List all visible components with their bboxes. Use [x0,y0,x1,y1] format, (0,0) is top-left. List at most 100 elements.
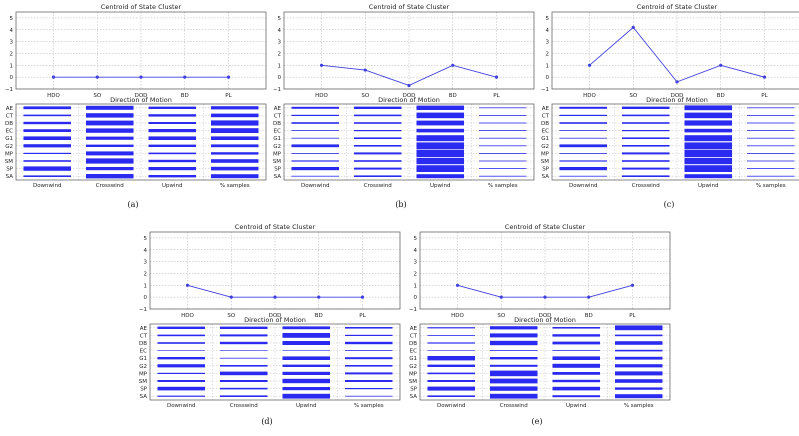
motion-bar [684,149,732,157]
motion-bar [552,372,600,375]
y-tick-label: 5 [144,236,148,242]
line-chart-frame [419,231,671,310]
motion-row-label: G2 [541,144,549,150]
y-tick-label: 1 [144,283,148,289]
motion-bar [23,136,71,140]
motion-bar [86,167,134,171]
motion-bar [479,153,527,154]
motion-bar [615,364,663,368]
motion-bar [427,327,475,329]
x-tick-label: DOD [403,93,416,99]
motion-row-label: SP [542,167,549,173]
y-tick-label: 5 [278,16,282,22]
motion-bar [479,168,527,169]
motion-bar [559,167,607,171]
motion-bar [282,326,330,330]
motion-bar [427,342,475,344]
y-tick-label: 0 [414,295,418,301]
motion-bar [559,153,607,154]
motion-bar [86,120,134,126]
motion-bar [427,364,475,367]
y-tick-label: −1 [409,307,417,313]
motion-bar [282,364,330,367]
centroid-point [719,63,723,67]
motion-bar [345,350,393,351]
motion-chart-title: Direction of Motion [244,316,306,324]
motion-bar [220,365,268,367]
motion-row-label: DB [541,121,549,127]
motion-row-label: SA [140,394,148,400]
centroid-point [229,295,233,299]
motion-bar [211,159,259,163]
motion-bar [490,364,538,367]
motion-row-label: G2 [5,144,13,150]
chart-panel-b: Centroid of State Cluster −1 0 1 2 3 4 5 HDO SO DO… [273,3,535,209]
centroid-point [631,25,635,29]
motion-row-label: SM [409,379,417,385]
y-tick-label: 3 [546,40,550,46]
y-tick-label: 3 [414,260,418,266]
chart-panel-d: Centroid of State Cluster −1 0 1 2 3 4 5 HDO SO DO… [139,223,401,426]
x-tick-label: SO [361,93,369,99]
motion-bar [552,341,600,345]
motion-row-label: EC [140,349,147,355]
motion-bar [23,121,71,125]
motion-bar [559,144,607,148]
centroid-point [451,63,455,67]
motion-row-label: AE [140,326,148,332]
motion-bar [622,130,670,132]
motion-bar [747,130,795,131]
motion-row-label: SP [410,387,417,393]
motion-bar [622,106,670,109]
motion-bar [345,341,393,345]
motion-bar [157,326,205,329]
motion-bar [157,364,205,368]
motion-bar [490,350,538,351]
motion-bar [86,144,134,147]
x-tick-label: HDO [451,313,464,319]
motion-bar [282,378,330,384]
y-tick-label: 4 [144,248,148,254]
motion-row-label: AE [6,106,14,112]
line-chart-frame [15,11,267,90]
y-tick-label: 0 [546,75,550,81]
motion-bar [354,130,402,132]
subfigure-caption: (b) [395,200,406,209]
motion-bar [622,114,670,117]
x-tick-label: DOD [135,93,148,99]
motion-bar [148,114,196,117]
motion-bar [220,371,268,376]
x-tick-label: PL [629,313,636,319]
y-tick-label: 1 [414,283,418,289]
motion-bar [615,325,663,331]
x-tick-label: HDO [315,93,328,99]
motion-row-label: AE [542,106,550,112]
motion-bar [427,335,475,336]
centroid-point [317,295,321,299]
motion-row-label: EC [274,129,281,135]
motion-bar [479,160,527,162]
motion-row-label: MP [139,371,148,377]
motion-row-label: MP [5,151,14,157]
motion-bar [282,387,330,391]
motion-bar [552,334,600,337]
y-tick-label: 2 [10,51,14,57]
y-tick-label: −1 [139,307,147,313]
y-tick-label: 2 [278,51,282,57]
motion-bar [86,128,134,133]
x-tick-label: BD [181,93,189,99]
y-tick-label: 5 [546,16,550,22]
motion-column-label: Downwind [33,183,62,189]
motion-bar [416,165,464,172]
motion-bar [157,380,205,382]
motion-bar [354,160,402,162]
motion-bar [490,357,538,360]
motion-bar [490,326,538,330]
motion-bar [416,157,464,165]
motion-column-label: Crosswind [96,183,124,189]
motion-bar [552,363,600,368]
motion-chart-title: Direction of Motion [514,316,576,324]
motion-bar [684,174,732,179]
motion-column-label: % samples [624,403,654,409]
